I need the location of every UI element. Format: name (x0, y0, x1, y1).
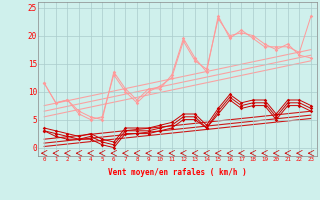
X-axis label: Vent moyen/en rafales ( km/h ): Vent moyen/en rafales ( km/h ) (108, 168, 247, 177)
